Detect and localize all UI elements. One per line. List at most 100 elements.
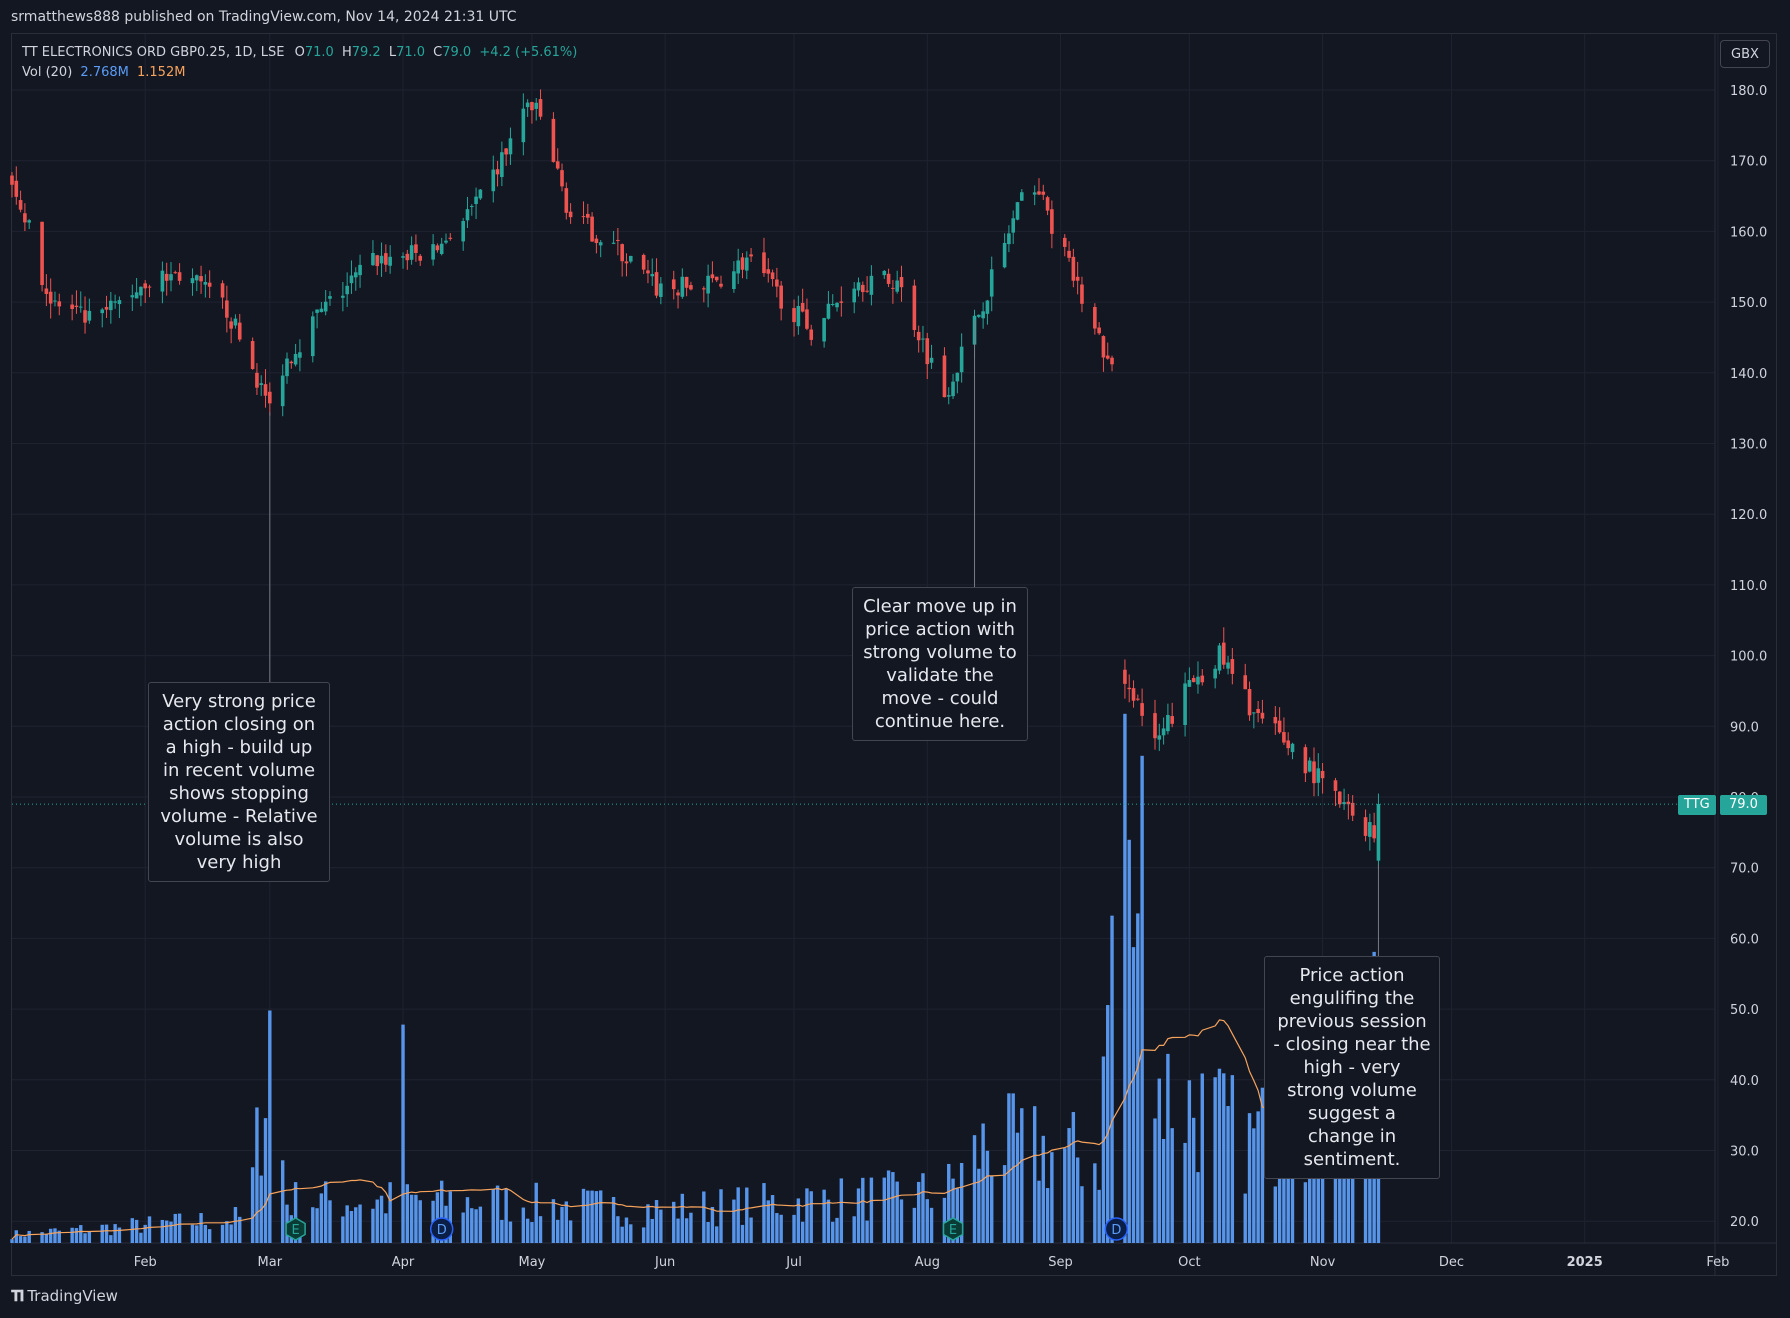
volume-bar xyxy=(985,1150,990,1243)
candle-body xyxy=(375,255,380,267)
volume-bar xyxy=(1106,1005,1110,1243)
candle-body xyxy=(525,102,530,108)
volume-bar xyxy=(1256,1111,1260,1243)
candle-body xyxy=(830,304,835,306)
candle-body xyxy=(388,256,392,266)
y-tick-label: 180.0 xyxy=(1730,84,1767,99)
volume-bar xyxy=(74,1228,79,1243)
chart-frame[interactable] xyxy=(11,33,1777,1276)
volume-bar xyxy=(1071,1112,1076,1243)
candle-body xyxy=(912,285,917,331)
last-price-label: 79.0 xyxy=(1720,795,1767,815)
currency-button[interactable]: GBX xyxy=(1720,40,1770,68)
volume-bar xyxy=(87,1231,92,1243)
candle-body xyxy=(955,372,960,382)
volume-bar xyxy=(882,1177,886,1243)
candle-body xyxy=(298,352,302,358)
candle-body xyxy=(598,242,603,246)
volume-bar xyxy=(925,1199,929,1243)
candle-body xyxy=(199,276,203,282)
volume-bar xyxy=(281,1160,285,1243)
volume-bar xyxy=(702,1191,706,1243)
candle-body xyxy=(538,99,543,117)
volume-bar xyxy=(568,1220,573,1243)
candle-body xyxy=(349,275,354,284)
volume-bar xyxy=(822,1189,826,1243)
volume-bar xyxy=(659,1209,663,1243)
candle-body xyxy=(861,284,865,293)
volume-bar xyxy=(899,1199,904,1243)
volume-bar xyxy=(164,1220,169,1243)
open-label: O xyxy=(294,45,305,60)
volume-bar xyxy=(57,1230,61,1243)
annotation-august[interactable]: Clear move up in price action with stron… xyxy=(852,587,1028,741)
candle-body xyxy=(1093,306,1097,329)
change-value: +4.2 (+5.61%) xyxy=(479,45,578,60)
candle-body xyxy=(921,338,925,340)
candle-body xyxy=(53,300,57,302)
earnings-event-label: E xyxy=(949,1223,957,1238)
x-tick-label: Feb xyxy=(1706,1255,1729,1270)
y-tick-label: 70.0 xyxy=(1730,862,1759,877)
candle-body xyxy=(1131,688,1136,701)
candle-body xyxy=(1183,683,1187,725)
candle-body xyxy=(259,383,264,386)
candle-body xyxy=(1260,712,1265,719)
candle-body xyxy=(766,269,771,274)
volume-bar xyxy=(861,1177,865,1243)
x-tick-label: Aug xyxy=(915,1255,940,1270)
volume-bar xyxy=(113,1224,117,1243)
volume-bar xyxy=(715,1226,719,1243)
x-tick-label: Feb xyxy=(134,1255,157,1270)
volume-bar xyxy=(1342,1128,1346,1243)
volume-bar xyxy=(495,1185,500,1243)
annotation-november[interactable]: Price action engulifing the previous ses… xyxy=(1264,956,1440,1179)
volume-bar xyxy=(835,1217,839,1243)
volume-bar xyxy=(508,1221,513,1243)
candle-body xyxy=(942,355,947,398)
tradingview-logo[interactable]: 𝐓𝐈 TradingView xyxy=(11,1287,118,1305)
candle-body xyxy=(856,282,861,291)
candle-body xyxy=(959,346,964,373)
volume-bar xyxy=(207,1229,212,1243)
candle-body xyxy=(1368,822,1372,837)
candle-body xyxy=(1002,242,1007,268)
candle-body xyxy=(551,118,556,162)
candle-body xyxy=(469,206,474,208)
candle-body xyxy=(650,273,655,277)
volume-bar xyxy=(1093,1163,1097,1243)
candle-body xyxy=(1342,802,1346,805)
volume-bar xyxy=(1303,1182,1308,1243)
candle-body xyxy=(1011,218,1016,233)
candle-body xyxy=(1153,713,1157,739)
candle-body xyxy=(478,189,483,199)
candle-body xyxy=(616,239,620,241)
candle-body xyxy=(839,301,844,303)
candle-body xyxy=(160,270,165,292)
close-value: 79.0 xyxy=(442,45,472,60)
candle-body xyxy=(418,255,423,261)
y-tick-label: 40.0 xyxy=(1730,1074,1759,1089)
candle-body xyxy=(1140,703,1144,716)
candle-body xyxy=(1256,708,1260,714)
volume-bar xyxy=(474,1209,478,1243)
candle-body xyxy=(379,255,384,264)
candle-body xyxy=(491,169,496,192)
chart-legend: TT ELECTRONICS ORD GBP0.25, 1D, LSE O71.… xyxy=(22,43,577,83)
volume-bar xyxy=(809,1191,813,1243)
annotation-march[interactable]: Very strong price action closing on a hi… xyxy=(148,682,330,882)
candle-body xyxy=(353,272,358,278)
volume-bar xyxy=(190,1224,195,1243)
candle-body xyxy=(762,252,766,274)
candle-body xyxy=(1221,642,1226,665)
candle-body xyxy=(1062,237,1067,247)
candle-body xyxy=(929,357,934,363)
candle-body xyxy=(676,292,680,296)
volume-bar xyxy=(959,1163,964,1243)
candle-body xyxy=(323,301,328,312)
candle-body xyxy=(1277,720,1282,733)
candle-body xyxy=(1015,202,1020,220)
volume-bar xyxy=(199,1213,203,1243)
volume-bar xyxy=(1131,947,1136,1243)
candle-body xyxy=(594,238,599,244)
